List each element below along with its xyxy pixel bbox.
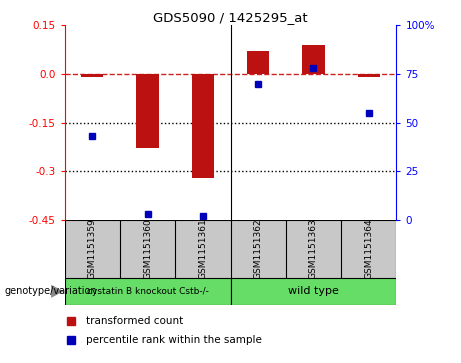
Bar bbox=[230, 278, 396, 305]
Title: GDS5090 / 1425295_at: GDS5090 / 1425295_at bbox=[153, 11, 308, 24]
Bar bbox=[302, 45, 325, 74]
Bar bbox=[65, 278, 230, 305]
Text: cystatin B knockout Cstb-/-: cystatin B knockout Cstb-/- bbox=[87, 287, 208, 296]
Text: percentile rank within the sample: percentile rank within the sample bbox=[86, 335, 262, 345]
Text: transformed count: transformed count bbox=[86, 316, 183, 326]
Text: GSM1151359: GSM1151359 bbox=[88, 218, 97, 279]
Text: GSM1151360: GSM1151360 bbox=[143, 218, 152, 279]
Bar bbox=[247, 51, 269, 74]
Text: GSM1151363: GSM1151363 bbox=[309, 218, 318, 279]
Text: GSM1151364: GSM1151364 bbox=[364, 218, 373, 279]
Text: GSM1151362: GSM1151362 bbox=[254, 218, 263, 279]
Bar bbox=[136, 74, 159, 148]
Bar bbox=[192, 74, 214, 178]
Text: wild type: wild type bbox=[288, 286, 339, 296]
Text: GSM1151361: GSM1151361 bbox=[198, 218, 207, 279]
Bar bbox=[358, 74, 380, 77]
Bar bbox=[81, 74, 103, 77]
Text: genotype/variation: genotype/variation bbox=[5, 286, 97, 296]
